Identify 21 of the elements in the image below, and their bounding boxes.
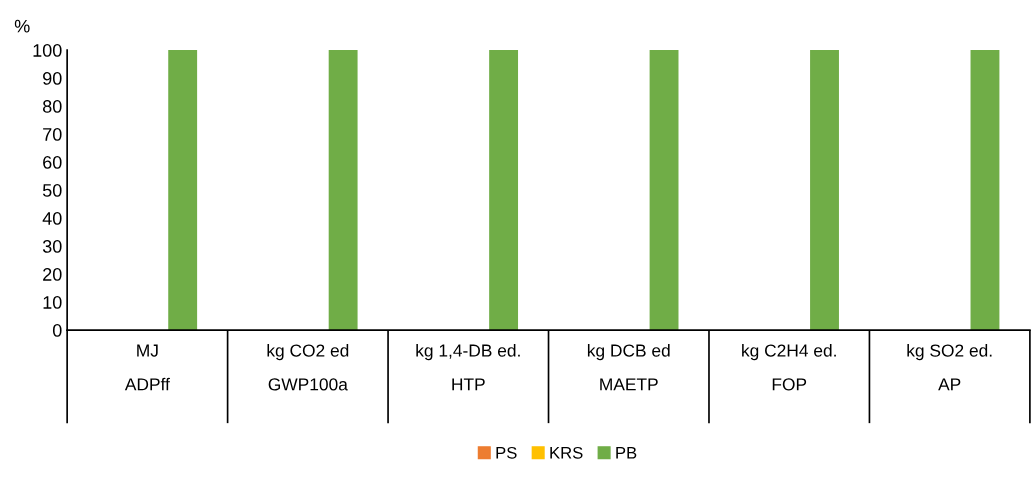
x-tick-label: kg 1,4-DB ed. HTP bbox=[416, 343, 520, 391]
y-tick-label: 90 bbox=[43, 72, 62, 85]
y-tick-label: 20 bbox=[43, 268, 62, 281]
y-tick-label: 40 bbox=[42, 212, 62, 225]
y-axis-title: % bbox=[14, 19, 30, 33]
legend-label: PS bbox=[496, 446, 517, 459]
y-tick-label: 100 bbox=[33, 44, 62, 57]
category-label: MJ ADPff bbox=[124, 344, 170, 391]
legend-label: KRS bbox=[550, 446, 583, 459]
x-tick-label: kg DCB ed MAETP bbox=[587, 343, 670, 391]
y-tick-label: 70 bbox=[43, 128, 62, 141]
y-tick-label: 30 bbox=[42, 240, 62, 253]
x-tick-label: kg SO2 ed. AP bbox=[907, 343, 992, 391]
x-tick-label: kg CO2 ed GWP100a bbox=[267, 343, 349, 391]
legend-label: PB bbox=[616, 447, 637, 459]
y-tick-label: 0 bbox=[52, 324, 62, 337]
y-tick-label: 80 bbox=[42, 100, 62, 113]
y-tick-label: 10 bbox=[43, 296, 62, 309]
x-tick-label: kg C2H4 ed. FOP bbox=[742, 343, 836, 391]
y-tick-label: 60 bbox=[43, 156, 62, 169]
y-tick-label: 50 bbox=[42, 184, 62, 197]
